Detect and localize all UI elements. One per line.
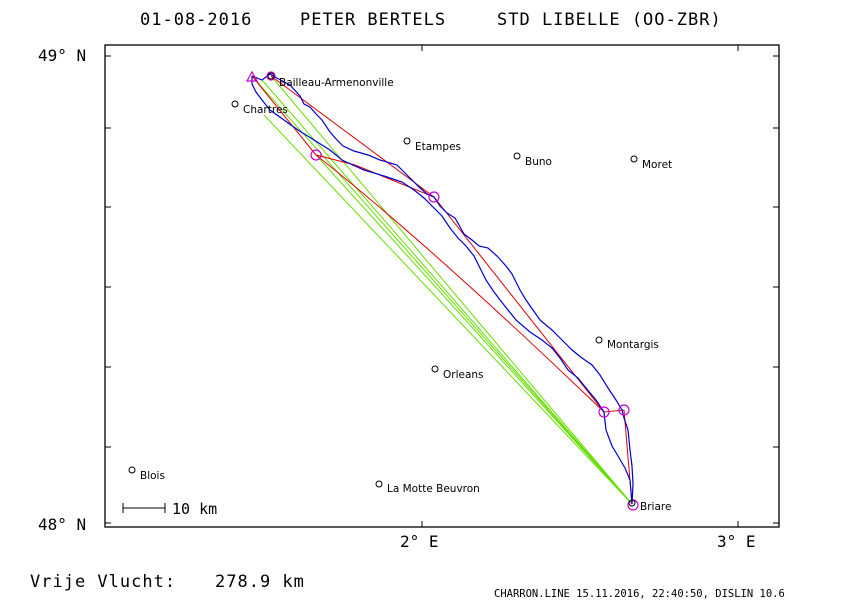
turnpoint-3 [428,191,440,203]
header: 01-08-2016 PETER BERTELS STD LIBELLE (OO… [140,10,722,30]
place-briare: Briare [628,499,671,513]
place-label: Buno [525,156,552,168]
distance-summary: Vrije Vlucht: 278.9 km [30,572,305,592]
flight-date: 01-08-2016 [140,10,252,30]
pilot-name: PETER BERTELS [300,10,446,30]
place-blois: Blois [128,466,165,482]
gps-track-return [251,76,633,505]
place-label: Montargis [607,339,659,351]
place-label: Blois [140,470,165,482]
leg-lines [251,75,633,505]
place-marker-icon [403,137,411,145]
distance-label: Vrije Vlucht: [30,572,176,592]
distance-value: 278.9 km [215,572,305,592]
place-marker-icon [267,72,275,80]
place-buno: Buno [513,152,552,168]
place-marker-icon [375,480,383,488]
route-arc [315,154,605,413]
place-bailleau: Bailleau-Armenonville [267,72,394,89]
scale-bar: 10 km [122,500,217,518]
turnpoint-2 [310,149,322,161]
place-label: Briare [640,501,671,513]
places: Bailleau-Armenonville Chartres Etampes B… [128,72,672,513]
place-label: La Motte Beuvron [387,483,480,495]
place-moret: Moret [630,155,672,171]
turnpoint-5 [618,404,630,416]
place-label: Moret [642,159,672,171]
place-marker-icon [595,336,603,344]
place-orleans: Orleans [431,365,484,381]
turnpoint-4 [598,406,610,418]
place-marker-icon [630,155,638,163]
glider-name: STD LIBELLE (OO-ZBR) [497,10,722,30]
place-chartres: Chartres [231,100,288,116]
lat-label-top: 49° N [38,46,86,65]
place-marker-icon [431,365,439,373]
place-label: Orleans [443,369,484,381]
place-marker-icon [231,100,239,108]
scale-label: 10 km [172,500,217,518]
turnpoint-1 [266,71,276,81]
map-frame [104,44,780,528]
turnpoints [245,70,639,511]
lon-label-2e: 2° E [400,532,439,551]
place-la-motte-beuvron: La Motte Beuvron [375,480,480,495]
place-montargis: Montargis [595,336,659,351]
gps-track [251,73,634,505]
lon-label-3e: 3° E [717,532,756,551]
ticks [105,45,779,527]
place-label: Bailleau-Armenonville [279,77,394,89]
route-start-leg [270,75,435,198]
place-label: Chartres [243,104,288,116]
lat-label-bottom: 48° N [38,515,86,534]
place-marker-icon [628,499,636,507]
place-marker-icon [128,466,136,474]
place-etampes: Etampes [403,137,461,153]
footer-credit: CHARRON.LINE 15.11.2016, 22:40:50, DISLI… [494,588,785,600]
place-marker-icon [513,152,521,160]
start-triangle-icon [245,70,259,82]
place-label: Etampes [415,141,461,153]
axis-labels: 49° N 48° N 2° E 3° E [38,46,756,551]
